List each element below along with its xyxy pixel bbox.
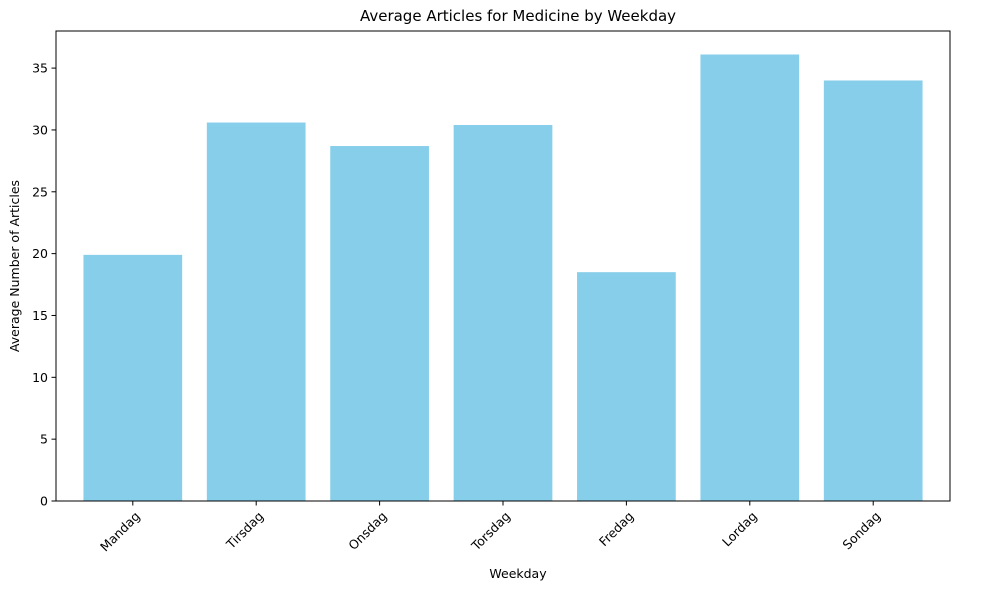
x-tick-label: Tirsdag xyxy=(223,509,267,553)
y-axis: 0 5 10 15 20 25 30 35 xyxy=(32,61,56,509)
chart-title: Average Articles for Medicine by Weekday xyxy=(360,7,676,25)
y-tick-label: 0 xyxy=(40,494,48,509)
y-tick-label: 15 xyxy=(32,308,48,323)
x-tick-label: Onsdag xyxy=(345,509,389,553)
y-tick-label: 20 xyxy=(32,246,48,261)
x-axis: Mandag Tirsdag Onsdag Torsdag Fredag Lordag So… xyxy=(97,501,883,554)
plot-frame xyxy=(55,30,951,502)
bar-onsdag xyxy=(330,146,429,501)
y-tick-label: 30 xyxy=(32,122,48,137)
bars-group xyxy=(83,54,923,501)
bar-tirsdag xyxy=(206,122,306,501)
x-tick-label: Mandag xyxy=(97,509,143,555)
y-tick-label: 10 xyxy=(32,370,48,385)
x-tick-label: Torsdag xyxy=(468,509,513,554)
bar-sondag xyxy=(823,80,923,501)
x-tick-label: Fredag xyxy=(596,509,637,550)
y-tick-label: 5 xyxy=(40,432,48,447)
y-tick-label: 35 xyxy=(32,61,48,76)
y-tick-label: 25 xyxy=(32,184,48,199)
bar-torsdag xyxy=(453,125,553,501)
x-tick-label: Sondag xyxy=(839,509,883,553)
y-axis-label: Average Number of Articles xyxy=(7,180,22,352)
x-axis-label: Weekday xyxy=(489,566,547,581)
bar-fredag xyxy=(577,272,676,501)
bar-lordag xyxy=(700,54,800,501)
bar-mandag xyxy=(83,254,183,501)
x-tick-label: Lordag xyxy=(719,509,760,550)
